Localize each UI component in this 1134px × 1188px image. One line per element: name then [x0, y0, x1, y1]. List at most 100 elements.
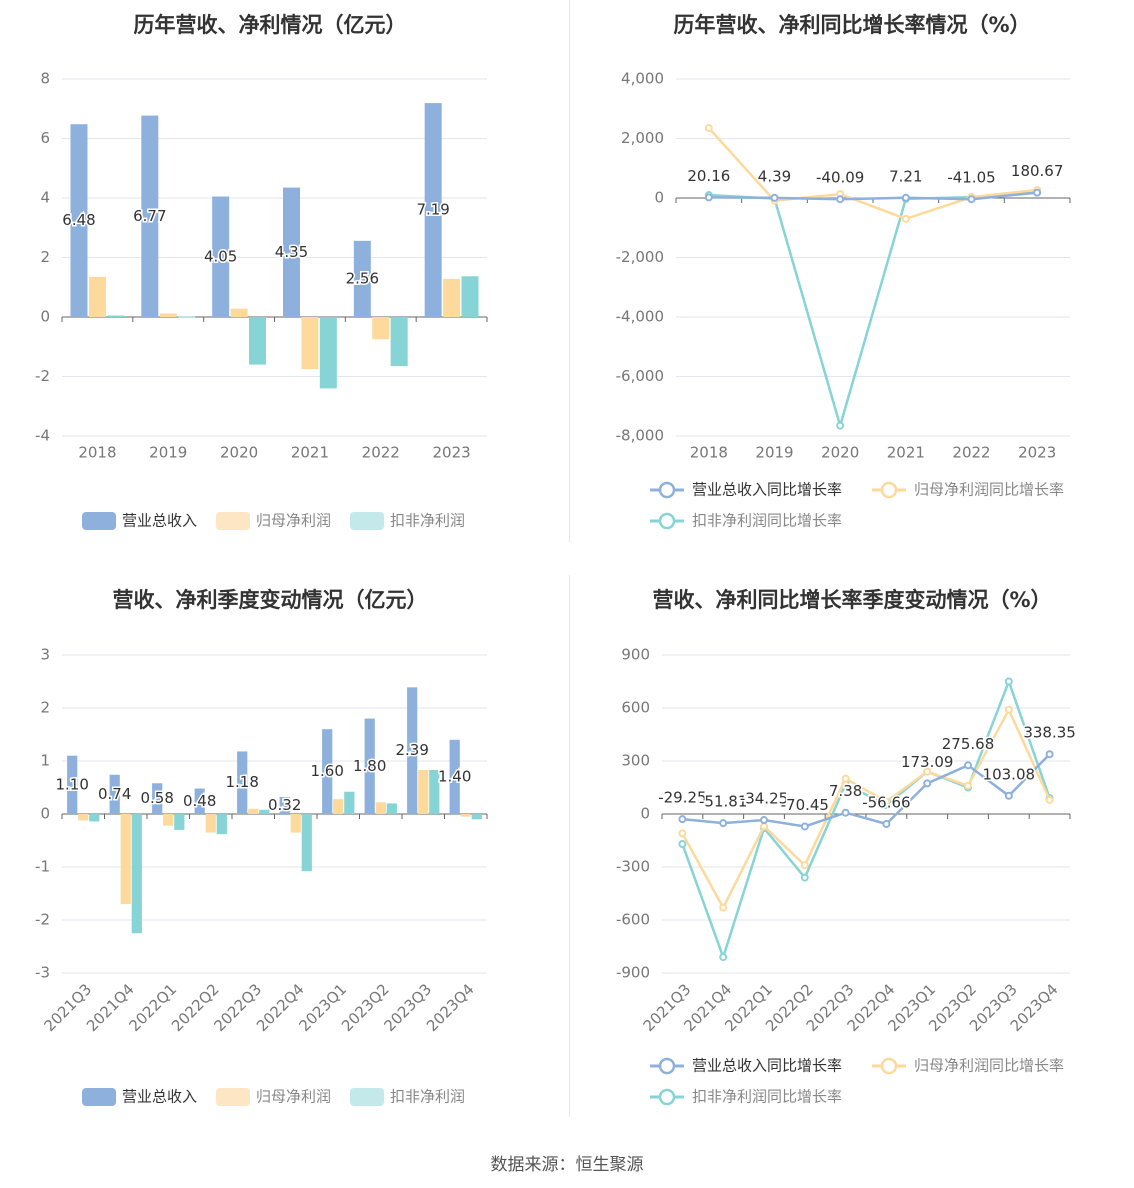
y-tick-label: 4 [40, 189, 50, 207]
data-label: -34.25 [740, 790, 788, 808]
series-point [719, 903, 728, 912]
bar [283, 187, 300, 317]
y-tick-label: 6 [40, 129, 50, 147]
quarterly-growth-rate-svg: 营收、净利同比增长率季度变动情况（%） -900 -600 -300 0 300 600 90… [616, 588, 1077, 1106]
bar [230, 308, 248, 317]
series-point [719, 819, 728, 828]
bar [237, 751, 248, 814]
bar [131, 814, 142, 934]
data-label: 103.08 [983, 765, 1036, 783]
bar [120, 814, 131, 905]
annual-revenue-profit-svg: 历年营收、净利情况（亿元） -4 -2 0 2 4 6 8 2018 2019 2020 2021 20… [35, 13, 488, 530]
bar [424, 103, 442, 317]
series-line [682, 753, 1051, 828]
series-point [678, 815, 687, 824]
data-label: 1.40 [438, 767, 471, 785]
legend-swatch [82, 512, 116, 530]
data-label: 0.58 [140, 789, 173, 807]
legend-marker [658, 481, 676, 499]
data-label: 338.35 [1023, 724, 1076, 742]
bar [429, 770, 440, 814]
bar [461, 276, 479, 317]
quarterly-revenue-profit-svg: 营收、净利季度变动情况（亿元）-3-2-101232021Q32021Q4202… [35, 588, 488, 1106]
bar [290, 814, 301, 833]
bar [418, 770, 429, 814]
data-label: 7.38 [829, 782, 862, 800]
series-point [770, 193, 779, 202]
chart-group: 历年营收、净利情况（亿元） -4 -2 0 2 4 6 8 2018 2019 2020 2021 20… [35, 13, 488, 530]
y-tick-label: -2 [35, 367, 50, 385]
bar [70, 124, 88, 317]
y-tick-label: -8,000 [616, 427, 664, 445]
y-tick-label: 8 [40, 70, 50, 88]
legend-label: 归母净利润 [256, 512, 331, 530]
series-point [964, 781, 972, 790]
x-tick-label: 2019 [755, 444, 793, 462]
y-tick-label: -2,000 [616, 248, 664, 266]
bar [407, 687, 418, 814]
y-tick-label: 0 [640, 805, 650, 823]
data-label: 2.56 [346, 269, 379, 287]
legend-marker [880, 481, 898, 499]
data-label: 4.05 [204, 247, 237, 265]
x-tick-label: 2023 [432, 444, 470, 462]
data-label: 4.35 [275, 243, 308, 261]
legend-label: 扣非净利润 [390, 1088, 465, 1106]
series-point [1004, 791, 1013, 800]
y-tick-label: -6,000 [616, 367, 664, 385]
x-tick-label: 2020 [821, 444, 859, 462]
chart-title: 历年营收、净利情况（亿元） [134, 13, 407, 37]
series-point [923, 779, 932, 788]
y-tick-label: -1 [35, 858, 50, 876]
bar [67, 755, 78, 814]
series-point [800, 822, 809, 831]
legend-label: 扣非净利润 [390, 512, 465, 530]
series-point [760, 822, 768, 831]
data-label: 173.09 [901, 753, 954, 771]
series-point [901, 214, 910, 223]
bar [322, 729, 333, 814]
y-tick-label: 0 [40, 308, 50, 326]
data-label: -41.05 [947, 169, 995, 187]
bar [163, 814, 174, 826]
data-label: 6.77 [133, 207, 166, 225]
y-tick-label: 2 [40, 248, 50, 266]
bar [194, 788, 205, 814]
y-tick-label: 600 [621, 699, 650, 717]
series-point [1045, 750, 1054, 759]
x-tick-label: 2018 [78, 444, 116, 462]
data-label: 2.39 [395, 741, 428, 759]
legend-marker [658, 512, 676, 530]
x-tick-label: 2020 [220, 444, 258, 462]
bar [390, 317, 408, 367]
chart-title: 营收、净利同比增长率季度变动情况（%） [652, 588, 1051, 612]
bar [78, 814, 89, 821]
bar [205, 814, 216, 833]
series-point [800, 873, 809, 882]
quarterly-revenue-profit-chart: 营收、净利季度变动情况（亿元） -3 -2 -1 0 1 2 3 2021Q3 2021Q4 202… [0, 575, 567, 1150]
series-point [1004, 677, 1013, 686]
legend-label: 归母净利润同比增长率 [914, 1057, 1064, 1075]
data-source-label: 数据来源：恒生聚源 [490, 1155, 644, 1175]
series-point [882, 820, 891, 829]
bar [375, 802, 386, 814]
legend-swatch [216, 512, 250, 530]
bar [301, 814, 312, 872]
legend-marker [880, 1057, 898, 1075]
data-label: 0.32 [268, 796, 301, 814]
y-tick-label: 2,000 [621, 129, 664, 147]
series-line [708, 190, 1038, 431]
bar [449, 739, 460, 814]
series-point [704, 124, 713, 133]
annual-growth-rate-chart: 历年营收、净利同比增长率情况（%） -8,000 -6,000 -4,000 -2,00… [567, 0, 1134, 575]
top-divider [569, 0, 570, 542]
data-label: -70.45 [781, 796, 829, 814]
data-label: 1.60 [310, 762, 343, 780]
legend-swatch [82, 1088, 116, 1106]
bar [178, 316, 196, 318]
data-label: 0.48 [183, 792, 216, 810]
series-line [681, 706, 1051, 911]
bar [386, 803, 397, 814]
x-tick-label: 2022 [362, 444, 400, 462]
bar [471, 814, 482, 820]
